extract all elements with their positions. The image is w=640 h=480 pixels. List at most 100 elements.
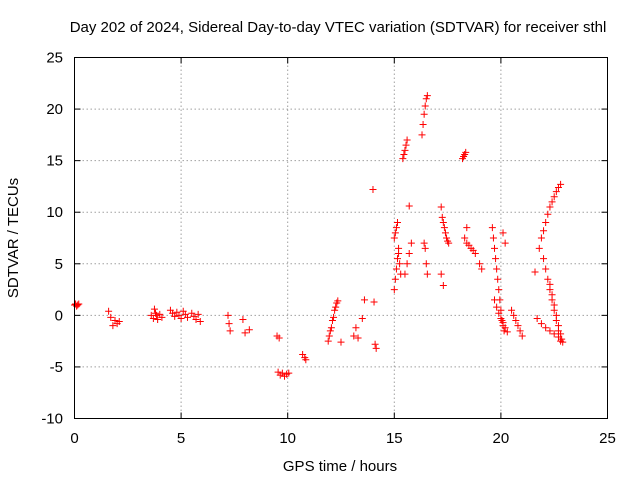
- x-tick-label: 20: [493, 430, 510, 447]
- data-point: [419, 121, 427, 129]
- data-point: [334, 297, 342, 305]
- data-point: [550, 301, 558, 309]
- data-point: [544, 275, 552, 283]
- y-tick-label: -10: [41, 411, 63, 428]
- data-point: [535, 244, 543, 252]
- data-point: [493, 303, 501, 311]
- data-point: [402, 141, 410, 149]
- data-point: [476, 260, 484, 268]
- data-point: [395, 249, 403, 257]
- data-point: [421, 244, 429, 252]
- data-point: [418, 131, 426, 139]
- data-point: [275, 334, 283, 342]
- data-point: [392, 224, 400, 232]
- data-point: [75, 300, 83, 308]
- data-point: [491, 296, 499, 304]
- data-point: [552, 311, 560, 319]
- data-point: [499, 319, 507, 327]
- data-point: [390, 286, 398, 294]
- x-axis-title: GPS time / hours: [283, 458, 397, 475]
- data-point: [149, 314, 157, 322]
- data-point: [438, 213, 446, 221]
- data-point: [153, 311, 161, 319]
- data-point: [537, 320, 545, 328]
- data-point: [423, 92, 431, 100]
- data-point: [491, 244, 499, 252]
- data-point: [154, 315, 162, 323]
- axis-ticks: [74, 57, 608, 419]
- data-point: [462, 148, 470, 156]
- data-point: [546, 327, 554, 335]
- data-point: [324, 337, 332, 345]
- data-point: [183, 313, 191, 321]
- data-point: [494, 275, 502, 283]
- data-point: [226, 327, 234, 335]
- data-point: [550, 193, 558, 201]
- data-point: [325, 332, 333, 340]
- data-point: [510, 311, 518, 319]
- data-point: [508, 306, 516, 314]
- data-point: [546, 203, 554, 211]
- data-point: [74, 301, 82, 309]
- data-point: [192, 315, 200, 323]
- data-point: [542, 265, 550, 273]
- data-point: [422, 260, 430, 268]
- data-point: [177, 314, 185, 322]
- data-point: [405, 202, 413, 210]
- data-point: [503, 328, 511, 336]
- y-tick-label: 15: [46, 153, 63, 170]
- data-point: [500, 327, 508, 335]
- data-point: [441, 229, 449, 237]
- data-point: [557, 180, 565, 188]
- data-point: [407, 239, 415, 247]
- data-point: [423, 270, 431, 278]
- data-point: [332, 303, 340, 311]
- data-point: [331, 306, 339, 314]
- data-point: [420, 110, 428, 118]
- y-tick-label: 10: [46, 204, 63, 221]
- data-point: [245, 326, 253, 334]
- data-point: [370, 298, 378, 306]
- data-point: [239, 315, 247, 323]
- data-point: [542, 219, 550, 227]
- data-point: [330, 313, 338, 321]
- data-point: [544, 210, 552, 218]
- data-point: [489, 234, 497, 242]
- data-point: [559, 338, 567, 346]
- data-point: [171, 312, 179, 320]
- y-tick-label: -5: [50, 359, 63, 376]
- data-point: [437, 270, 445, 278]
- data-point: [501, 239, 509, 247]
- y-tick-label: 25: [46, 50, 63, 67]
- data-point: [552, 188, 560, 196]
- data-point: [405, 249, 413, 257]
- data-point: [401, 270, 409, 278]
- data-point: [391, 229, 399, 237]
- data-point: [360, 296, 368, 304]
- data-point: [158, 313, 166, 321]
- chart-title: Day 202 of 2024, Sidereal Day-to-day VTE…: [70, 19, 607, 36]
- data-point: [241, 329, 249, 337]
- data-point: [403, 136, 411, 144]
- data-point: [358, 314, 366, 322]
- data-point: [548, 291, 556, 299]
- data-point: [327, 324, 335, 332]
- x-tick-labels: 0 5 10 15 20 25: [70, 430, 616, 447]
- data-point: [420, 239, 428, 247]
- data-point: [471, 249, 479, 257]
- x-tick-label: 25: [599, 430, 616, 447]
- data-point: [196, 318, 204, 326]
- y-tick-label: 5: [55, 256, 63, 273]
- data-points: [71, 92, 567, 380]
- data-point: [461, 234, 469, 242]
- data-point: [399, 155, 407, 163]
- data-point: [443, 234, 451, 242]
- y-tick-labels: -10 -5 0 5 10 15 20 25: [41, 50, 63, 428]
- data-point: [478, 265, 486, 273]
- data-point: [495, 309, 503, 317]
- data-point: [390, 234, 398, 242]
- data-point: [150, 305, 158, 313]
- data-point: [115, 318, 123, 326]
- data-point: [516, 327, 524, 335]
